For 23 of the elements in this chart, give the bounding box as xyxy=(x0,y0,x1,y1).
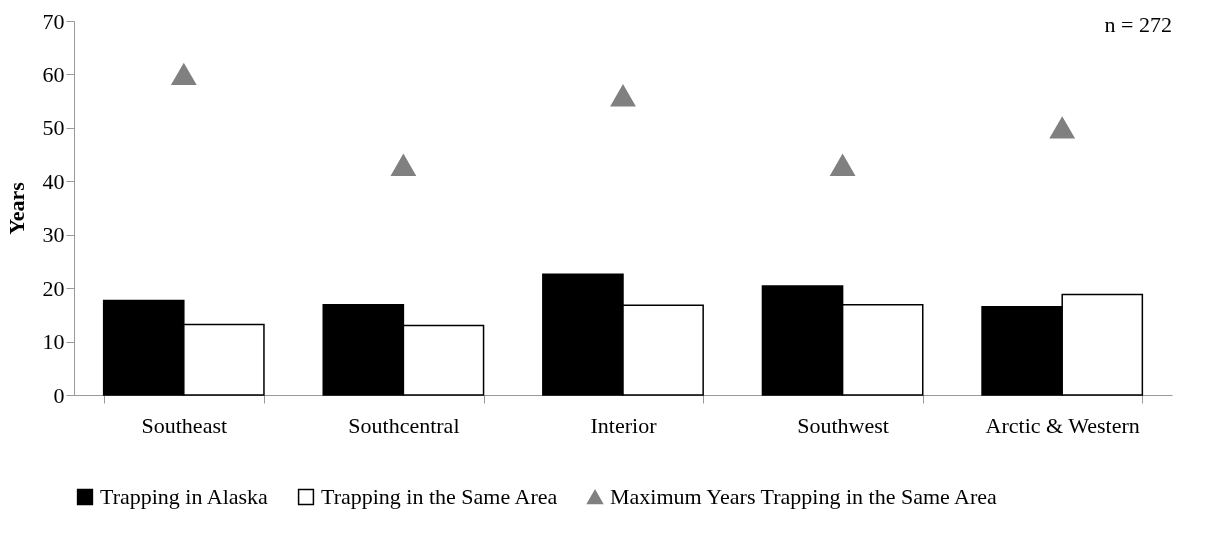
y-tick-label: 20 xyxy=(42,275,65,301)
point xyxy=(391,154,416,176)
y-tick-label: 60 xyxy=(42,61,65,87)
legend-label: Trapping in Alaska xyxy=(100,484,269,509)
x-tick-label: Southwest xyxy=(797,412,889,438)
y-tick-label: 40 xyxy=(42,168,65,194)
legend-label: Maximum Years Trapping in the Same Area xyxy=(610,484,998,509)
y-tick-label: 10 xyxy=(42,329,65,355)
y-tick-label: 0 xyxy=(53,382,65,408)
y-tick-label: 70 xyxy=(42,8,65,34)
point xyxy=(610,85,636,107)
annotation: n = 272 xyxy=(1104,12,1172,37)
y-axis-title: Years xyxy=(3,181,29,235)
x-tick-label: Arctic & Western xyxy=(985,412,1140,438)
legend-label: Trapping in the Same Area xyxy=(321,484,558,509)
y-tick-label: 50 xyxy=(42,115,65,141)
x-tick-label: Southcentral xyxy=(348,412,460,438)
y-tick-label: 30 xyxy=(42,222,65,248)
point xyxy=(171,63,196,86)
x-tick-label: Southeast xyxy=(141,412,228,438)
point xyxy=(1050,117,1075,139)
point xyxy=(830,154,855,176)
x-tick-label: Interior xyxy=(590,412,658,438)
